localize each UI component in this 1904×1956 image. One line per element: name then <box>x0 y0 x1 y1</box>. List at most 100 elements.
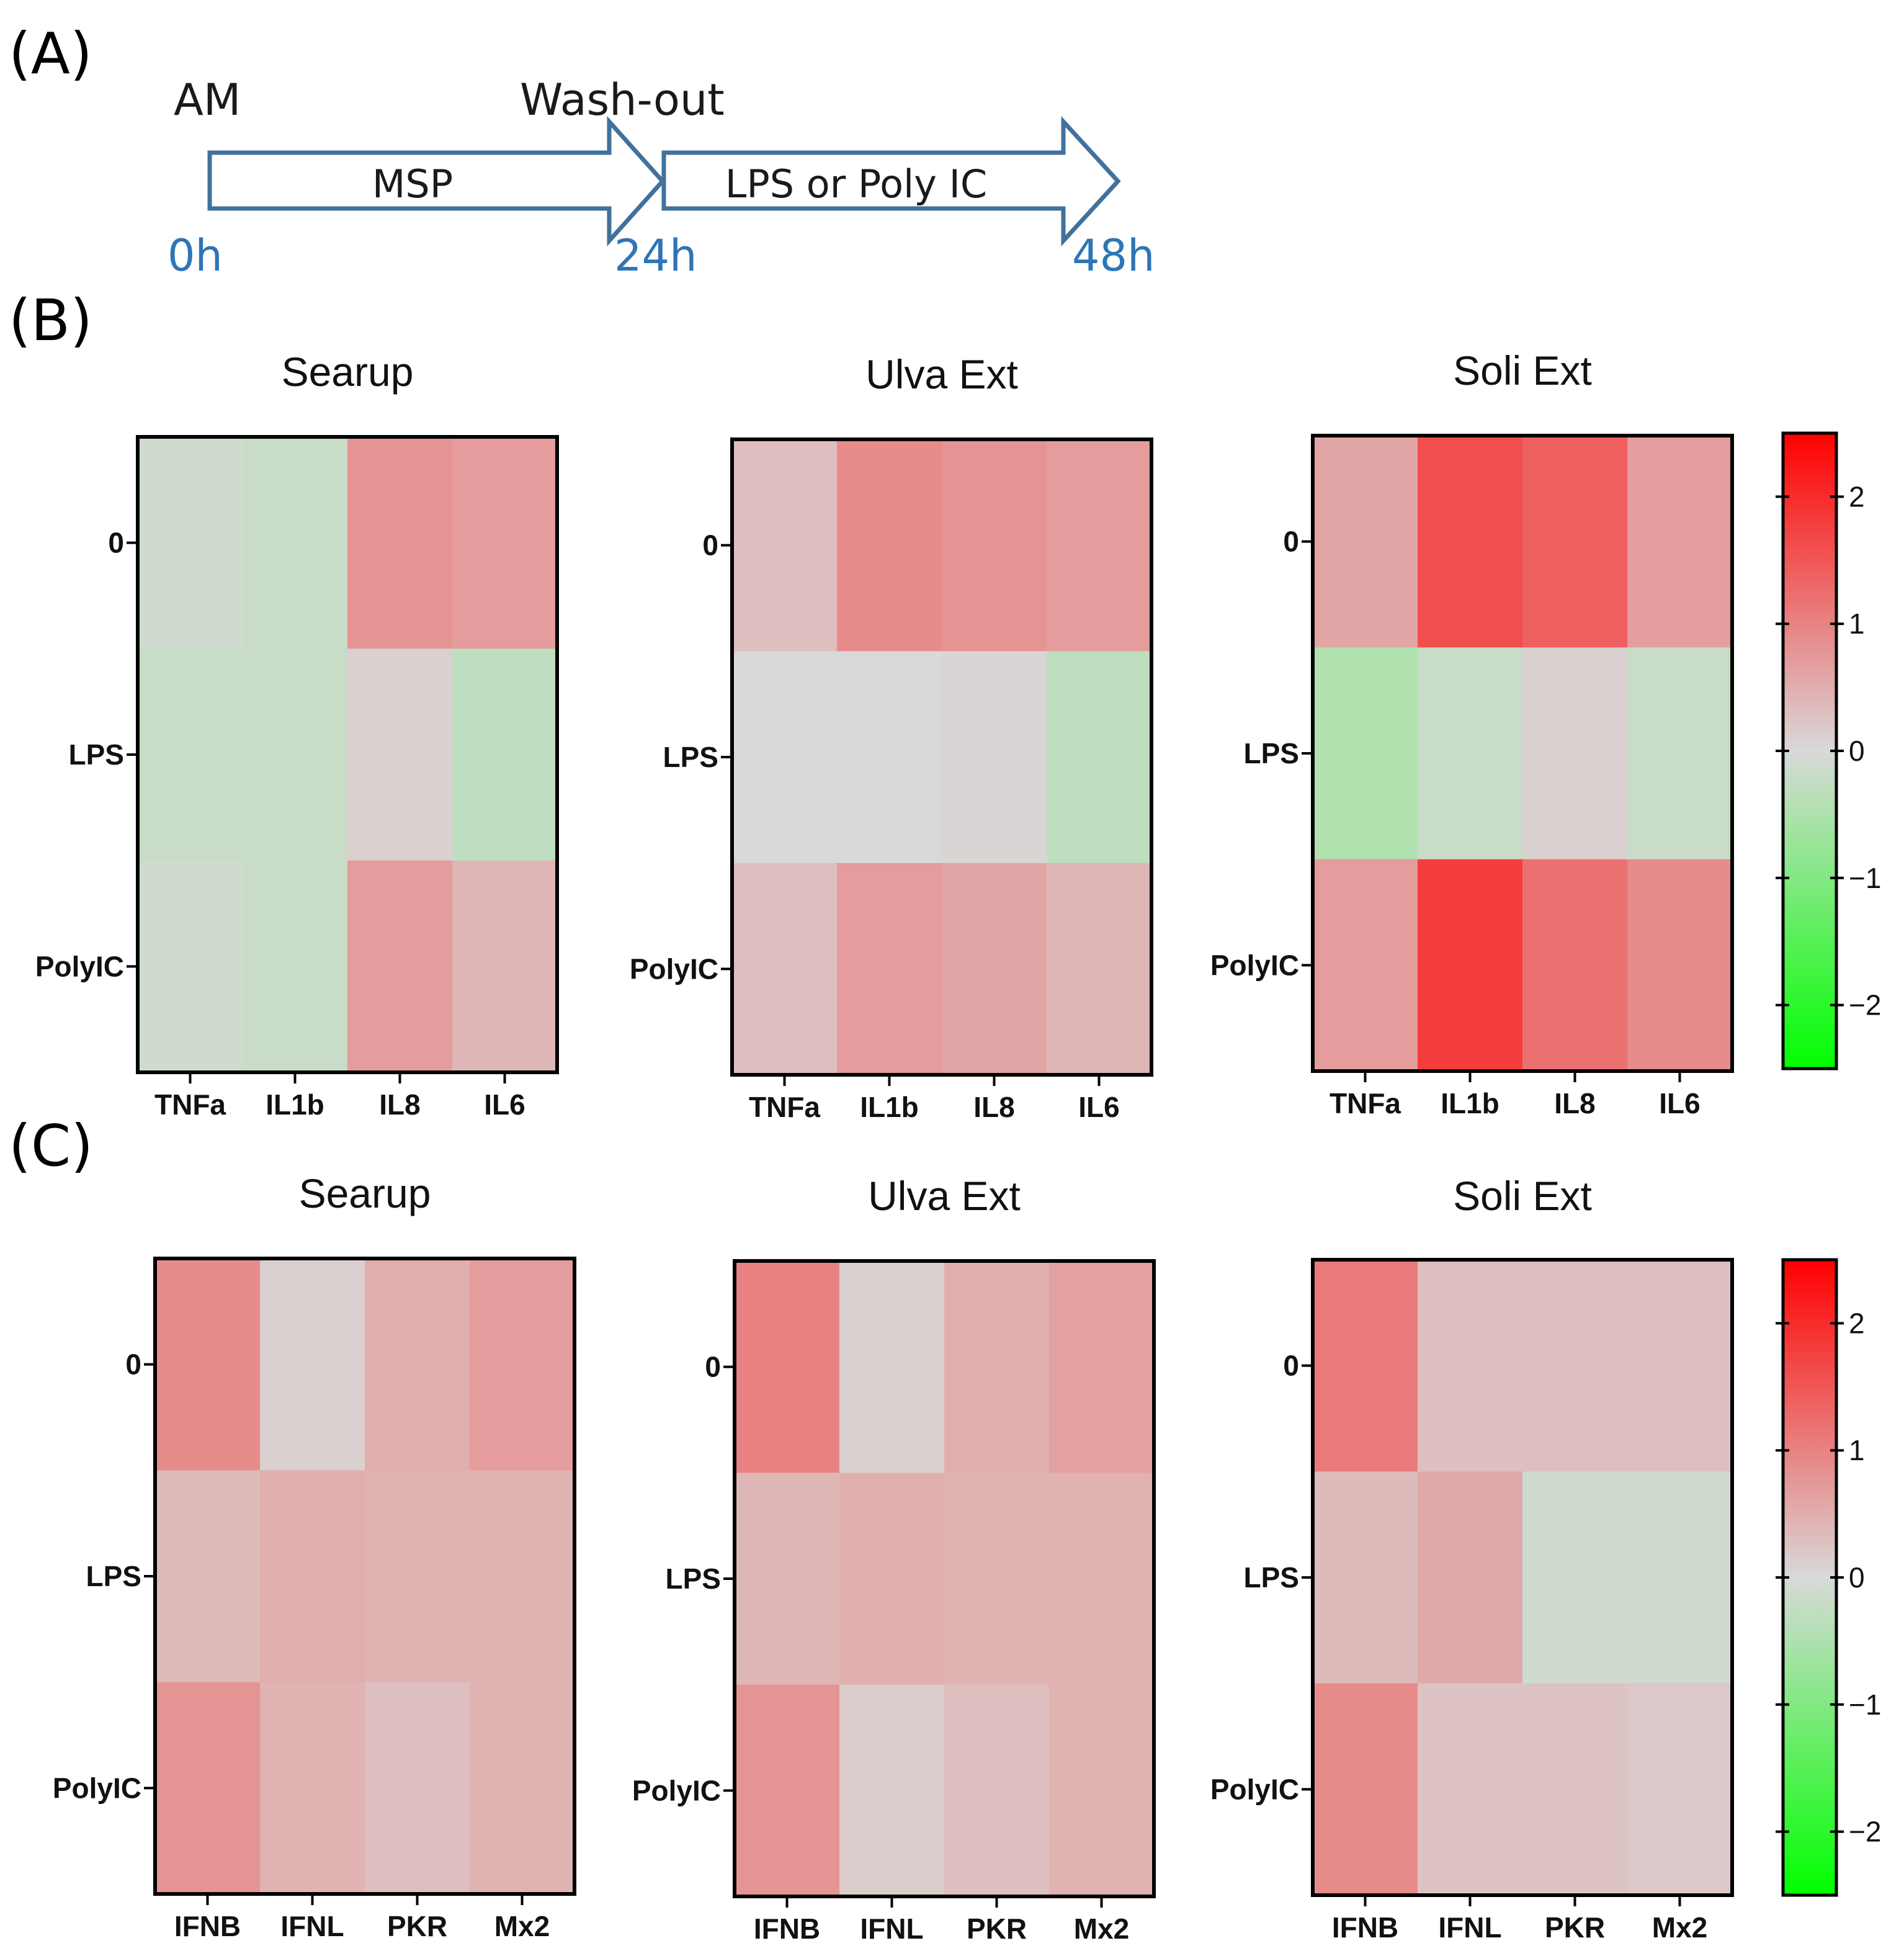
colorbars: 2 1 0 −1 −2 2 1 0 −1 −2 <box>1776 431 1881 1897</box>
heatmap-cell <box>1049 1261 1155 1473</box>
colorbar-label: −1 <box>1849 862 1881 894</box>
row-label: 0 <box>1283 1350 1299 1382</box>
heatmap-cell <box>732 863 838 1075</box>
heatmap-cell <box>837 651 942 864</box>
heatmap-cell <box>944 1684 1050 1897</box>
column-label: PKR <box>967 1913 1027 1945</box>
colorbar-label: −2 <box>1849 1816 1881 1848</box>
colorbar-label: 2 <box>1849 480 1865 513</box>
heatmap-cell <box>1049 1473 1155 1685</box>
heatmap-cell <box>839 1684 945 1897</box>
heatmap-cell <box>365 1682 470 1895</box>
heatmap-title: Searup <box>282 349 414 395</box>
time-label-0h: 0h <box>168 230 223 281</box>
colorbar-label: 0 <box>1849 1561 1865 1594</box>
colorbar-label: 1 <box>1849 608 1865 640</box>
column-label: IFNB <box>174 1910 241 1942</box>
heatmap-b-2: Soli Ext 0 LPS PolyIC TNFa IL1b IL8 IL6 <box>1210 348 1734 1119</box>
heatmap-cell <box>452 437 558 649</box>
row-label: PolyIC <box>53 1772 141 1804</box>
colorbar-b: 2 1 0 −1 −2 <box>1776 431 1881 1070</box>
heatmap-c-4: Ulva Ext 0 LPS PolyIC IFNB IFNL PKR Mx2 <box>632 1173 1156 1945</box>
heatmap-cell <box>1627 1471 1733 1684</box>
time-label-48h: 48h <box>1072 230 1155 281</box>
heatmap-cell <box>944 1473 1050 1685</box>
heatmap-cell <box>1627 859 1733 1072</box>
heatmap-cell <box>347 648 453 861</box>
heatmap-title: Ulva Ext <box>865 351 1018 397</box>
heatmap-cell <box>1313 859 1418 1072</box>
row-label: LPS <box>1244 1561 1299 1594</box>
column-label: IL8 <box>973 1091 1014 1123</box>
heatmap-cell <box>942 651 1047 864</box>
heatmap-cell <box>243 648 348 861</box>
column-label: Mx2 <box>1652 1911 1707 1944</box>
heatmap-cell <box>1047 439 1152 652</box>
colorbar-label: 0 <box>1849 735 1865 767</box>
heatmap-cell <box>347 437 453 649</box>
heatmap-cell <box>347 860 453 1073</box>
heatmap-cell <box>1627 1683 1733 1896</box>
heatmap-title: Searup <box>299 1170 431 1216</box>
colorbar-label: −1 <box>1849 1689 1881 1721</box>
colorbar-gradient <box>1781 431 1838 1070</box>
heatmap-cell <box>1522 1471 1628 1684</box>
heatmap-cell <box>735 1684 840 1897</box>
heatmap-cell <box>155 1470 261 1683</box>
row-label: LPS <box>666 1563 721 1595</box>
stimulus-arrow <box>661 116 1121 246</box>
column-label: IL6 <box>484 1088 525 1121</box>
heatmap-cell <box>837 439 942 652</box>
heatmap-cell <box>243 437 348 649</box>
colorbar-label: −2 <box>1849 989 1881 1021</box>
column-label: Mx2 <box>494 1910 550 1942</box>
timeline-start-label: AM <box>174 74 241 125</box>
column-label: IL8 <box>1554 1087 1595 1119</box>
msp-arrow <box>207 115 666 247</box>
column-label: IFNL <box>860 1913 923 1945</box>
heatmap-cell <box>1522 859 1628 1072</box>
heatmap-cell <box>839 1473 945 1685</box>
heatmap-cell <box>1627 1260 1733 1472</box>
panel-label-b: (B) <box>9 287 92 354</box>
heatmap-cell <box>732 439 838 652</box>
row-label: 0 <box>125 1348 141 1381</box>
column-label: IL8 <box>379 1088 420 1121</box>
row-label: 0 <box>108 527 124 559</box>
msp-arrow-label: MSP <box>372 161 453 207</box>
heatmap-cell <box>1313 1683 1418 1896</box>
row-label: LPS <box>86 1560 141 1592</box>
row-label: LPS <box>663 741 718 773</box>
panel-label-a: (A) <box>9 20 92 87</box>
heatmap-cell <box>452 860 558 1073</box>
column-label: IFNL <box>1438 1911 1501 1944</box>
heatmap-cell <box>1627 436 1733 648</box>
heatmap-cell <box>1627 647 1733 860</box>
row-label: 0 <box>1283 526 1299 558</box>
heatmap-b-0: Searup 0 LPS PolyIC TNFa IL1b IL8 IL6 <box>35 349 559 1121</box>
heatmap-b-1: Ulva Ext 0 LPS PolyIC TNFa IL1b IL8 IL6 <box>630 351 1153 1123</box>
column-label: TNFa <box>749 1091 820 1123</box>
heatmap-cell <box>243 860 348 1073</box>
heatmap-cell <box>365 1470 470 1683</box>
heatmap-cell <box>138 437 243 649</box>
heatmap-cell <box>1418 1471 1523 1684</box>
column-label: TNFa <box>1330 1087 1401 1119</box>
heatmap-cell <box>260 1682 365 1895</box>
heatmap-cell <box>942 863 1047 1075</box>
heatmap-cell <box>365 1258 470 1471</box>
row-label: PolyIC <box>35 950 124 982</box>
heatmap-title: Soli Ext <box>1453 348 1592 393</box>
heatmap-cell <box>1418 859 1523 1072</box>
column-label: PKR <box>387 1910 447 1942</box>
heatmap-cell <box>1313 647 1418 860</box>
column-label: Mx2 <box>1074 1913 1129 1945</box>
colorbar-label: 1 <box>1849 1434 1865 1466</box>
column-label: PKR <box>1545 1911 1605 1944</box>
column-label: IL1b <box>1441 1087 1500 1119</box>
heatmap-cell <box>735 1473 840 1685</box>
heatmap-cell <box>138 860 243 1073</box>
heatmap-cell <box>942 439 1047 652</box>
column-label: IL1b <box>860 1091 919 1123</box>
column-label: IFNL <box>280 1910 344 1942</box>
